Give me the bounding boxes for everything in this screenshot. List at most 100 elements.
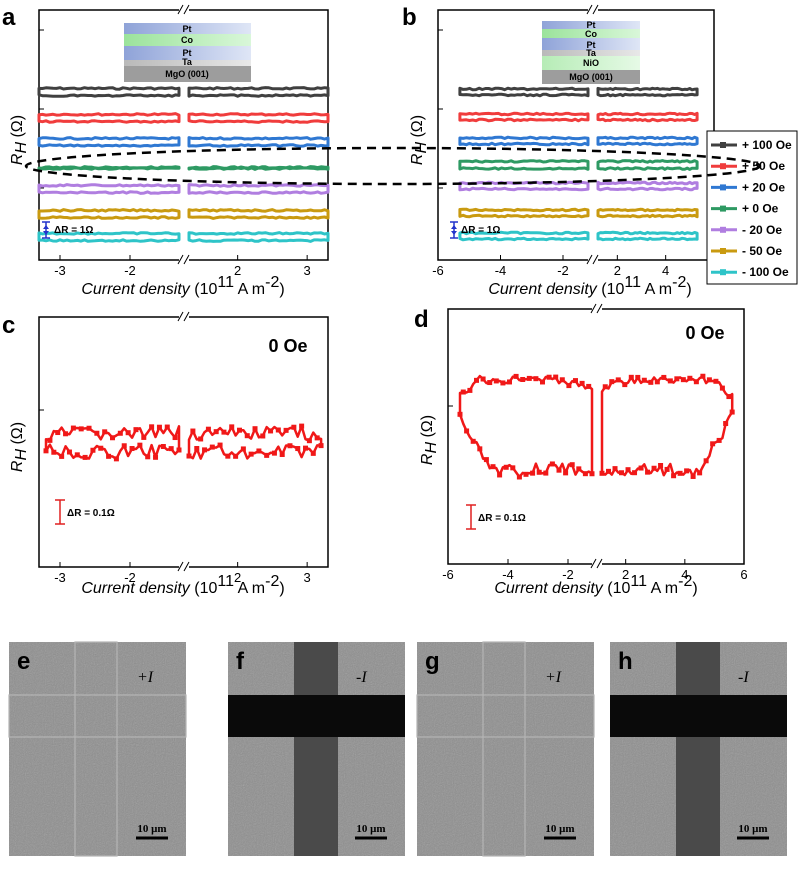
series-b-1-part-1 (596, 111, 699, 123)
point-c-1-45 (279, 451, 285, 457)
point-c-1-27 (291, 424, 297, 430)
point-c-0-59 (82, 454, 88, 460)
point-d-0-57 (536, 469, 542, 475)
series-group-c (43, 423, 324, 462)
stack-b-layer-1: Co (585, 29, 597, 39)
point-d-1-49 (703, 458, 709, 464)
point-d-1-27 (687, 375, 693, 381)
micrograph-e-current: +I (137, 669, 154, 686)
point-d-0-21 (526, 375, 532, 381)
stack-a-layer-4: MgO (001) (165, 69, 209, 79)
point-c-0-13 (94, 430, 100, 436)
micrograph-f-current: -I (356, 669, 367, 686)
micrograph-e: e +I 10 μm (8, 641, 187, 857)
point-d-0-65 (510, 465, 516, 471)
micrograph-row: e +I 10 μm f -I 10 μm g +I 10 μm h -I 10 μm (8, 641, 787, 857)
series-b-5-part-0 (458, 207, 590, 219)
series-b-4-part-1 (596, 180, 699, 192)
point-d-0-39 (586, 383, 592, 389)
point-c-1-19 (260, 433, 266, 439)
point-d-1-5 (615, 377, 621, 383)
point-c-0-33 (172, 435, 178, 441)
point-c-1-41 (295, 446, 301, 452)
axis-break-a (177, 4, 190, 265)
point-d-0-33 (566, 383, 572, 389)
xlabel-a: Current density (1011 A m-2) (81, 274, 284, 298)
legend-label-5: - 50 Oe (742, 244, 782, 258)
plot-frame-d (447, 308, 745, 565)
xtick-label-d-1: -4 (502, 567, 514, 582)
point-d-1-31 (700, 373, 706, 379)
micrograph-g-vbar (482, 641, 526, 857)
point-c-0-65 (59, 453, 65, 459)
point-d-1-53 (690, 473, 696, 479)
point-c-1-11 (229, 424, 235, 430)
point-c-1-47 (271, 450, 277, 456)
point-d-1-73 (625, 467, 631, 473)
micrograph-g-scale-label: 10 μm (545, 823, 574, 835)
point-c-1-49 (264, 452, 270, 458)
point-c-0-51 (113, 456, 119, 462)
series-b-2-part-0 (458, 135, 590, 147)
scale-bar-a: ΔR = 1Ω (42, 221, 93, 239)
point-d-1-81 (599, 470, 605, 476)
panel-label-f: f (236, 648, 245, 675)
point-d-0-61 (523, 471, 529, 477)
point-c-0-31 (164, 424, 170, 430)
micrograph-g-current: +I (545, 669, 562, 686)
point-d-0-3 (467, 387, 473, 393)
point-d-1-7 (622, 382, 628, 388)
stack-b-layer-3: Ta (586, 48, 597, 58)
panel-c: c 0 Oe ΔR = 0.1Ω RH (Ω) -3 -2 2 3 Current d… (2, 311, 329, 597)
point-d-0-51 (556, 467, 562, 473)
legend-label-6: - 100 Oe (742, 265, 789, 279)
stack-a-layer-3: Ta (182, 57, 193, 67)
micrograph-f: f -I 10 μm (228, 642, 405, 856)
series-b-3-part-1 (596, 159, 699, 171)
point-c-1-9 (221, 429, 227, 435)
xtick-label-c-3: 3 (304, 570, 311, 585)
point-c-0-3 (55, 430, 61, 436)
point-d-0-5 (474, 377, 479, 383)
axis-break-d (590, 303, 603, 569)
field-label-c: 0 Oe (268, 336, 307, 356)
series-a-6-part-1 (187, 231, 330, 243)
point-c-1-13 (236, 427, 242, 433)
axis-break-c (177, 311, 190, 572)
point-d-0-17 (513, 373, 519, 379)
point-c-1-23 (275, 427, 281, 433)
legend-marker-3 (720, 205, 726, 212)
point-c-1-39 (303, 445, 309, 451)
point-d-0-59 (530, 470, 536, 476)
legend-label-0: + 100 Oe (742, 138, 792, 152)
point-c-1-7 (213, 429, 219, 435)
micrograph-h-vbar (676, 642, 720, 856)
xtick-label-b-3: 2 (614, 263, 621, 278)
point-d-0-13 (500, 380, 506, 386)
point-d-1-39 (726, 394, 732, 400)
legend-marker-2 (720, 184, 726, 191)
point-c-0-5 (63, 431, 69, 437)
legend-marker-5 (720, 248, 726, 254)
xtick-label-b-4: 4 (662, 263, 669, 278)
point-d-1-59 (671, 473, 677, 479)
field-label-d: 0 Oe (685, 323, 724, 343)
point-d-0-23 (533, 376, 539, 382)
point-c-1-55 (240, 446, 246, 452)
point-c-0-45 (137, 442, 143, 448)
point-c-1-33 (314, 435, 320, 441)
point-d-0-69 (497, 472, 503, 478)
point-c-1-21 (268, 428, 274, 434)
point-d-1-37 (719, 385, 725, 391)
point-c-0-57 (90, 447, 96, 453)
point-c-0-29 (156, 424, 162, 430)
series-b-5-part-1 (596, 207, 699, 219)
stack-a-layer-1: Co (181, 35, 193, 45)
panel-label-a: a (2, 4, 16, 31)
micrograph-g: g +I 10 μm (416, 641, 595, 857)
xticks-d: -6 -4 -2 2 4 6 (442, 559, 748, 582)
scale-bar-a-label: ΔR = 1Ω (54, 225, 93, 236)
xtick-label-d-0: -6 (442, 567, 454, 582)
point-c-0-19 (117, 430, 123, 436)
